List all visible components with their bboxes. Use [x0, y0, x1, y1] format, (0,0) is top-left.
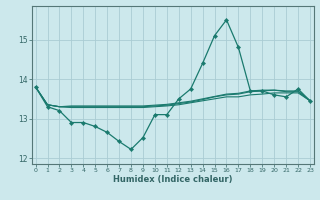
X-axis label: Humidex (Indice chaleur): Humidex (Indice chaleur)	[113, 175, 233, 184]
